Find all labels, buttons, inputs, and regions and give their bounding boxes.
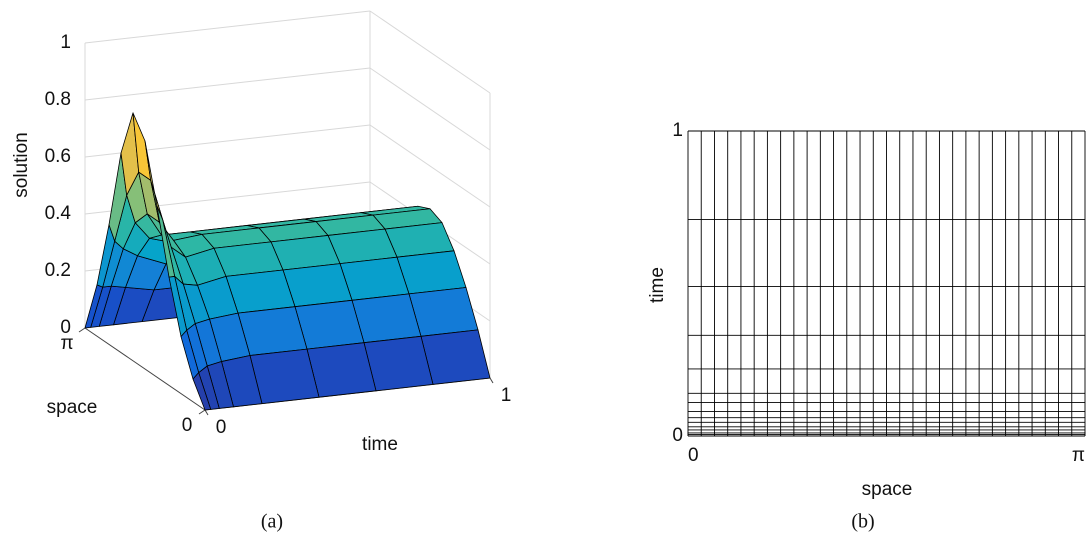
grid-line [84, 67, 371, 101]
x-tick-label: 0 [216, 417, 227, 438]
grid-line [369, 67, 491, 151]
caption: (b) [851, 511, 874, 533]
y-tick-label: π [60, 333, 73, 354]
surface-patch [294, 299, 365, 350]
surface-patch [225, 269, 296, 314]
surface-patch [396, 250, 467, 295]
z-axis-label: solution [11, 132, 32, 198]
space-axis-label: space [47, 397, 98, 418]
y-tick-label: 0 [672, 425, 683, 446]
grid-line [369, 10, 491, 94]
space-axis [84, 327, 206, 411]
surface-patch [237, 306, 308, 356]
z-tick-label: 0 [60, 317, 71, 338]
surface-patch [282, 263, 353, 308]
grid-line [369, 124, 491, 208]
y-tick-label: 1 [672, 120, 683, 141]
time-axis-label: time [362, 434, 398, 455]
x-tick [489, 377, 494, 384]
surface-patch [192, 372, 212, 411]
z-tick-label: 0.2 [45, 260, 71, 281]
surface-patch [408, 287, 479, 337]
y-tick [198, 409, 206, 415]
surface-patch [339, 256, 410, 301]
y-tick [78, 327, 86, 333]
z-tick-label: 0.6 [45, 146, 71, 167]
x-tick-label: π [1072, 445, 1085, 466]
caption: (a) [261, 511, 283, 533]
x-tick-label: 0 [688, 445, 699, 466]
z-tick-label: 0.4 [45, 203, 72, 224]
surface-patch [351, 293, 422, 344]
x-tick-label: 1 [501, 385, 512, 406]
x-tick [204, 409, 209, 416]
y-tick-label: 0 [182, 415, 193, 436]
y-axis-label: time [647, 267, 668, 303]
z-tick-label: 0.8 [45, 89, 71, 110]
x-axis-label: space [862, 479, 913, 500]
z-tick-label: 1 [60, 32, 71, 53]
grid-line [84, 10, 371, 44]
